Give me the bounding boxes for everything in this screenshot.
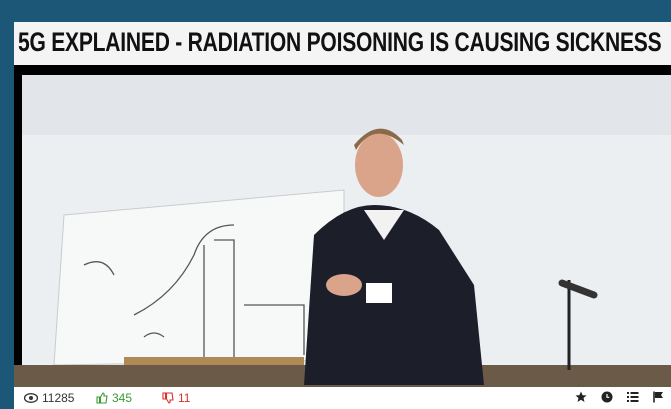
person-head (355, 133, 403, 197)
whiteboard (53, 189, 345, 366)
person-hand (326, 274, 362, 296)
views-count: 11285 (42, 391, 75, 405)
favorite-button[interactable] (575, 391, 587, 403)
playlist-button[interactable] (627, 391, 639, 403)
person-body (304, 205, 484, 385)
video-title: 5G EXPLAINED - RADIATION POISONING IS CA… (18, 27, 662, 57)
thumbs-up-icon (96, 392, 108, 404)
video-player[interactable] (14, 65, 671, 387)
person-shirt (364, 210, 404, 240)
likes-count: 345 (112, 391, 133, 405)
likes[interactable]: 345 (96, 391, 132, 405)
dislikes[interactable]: 11 (162, 391, 190, 405)
toolbar (575, 391, 665, 403)
stats-bar: 11285 345 11 (14, 387, 671, 409)
table (124, 357, 304, 367)
name-badge (366, 283, 392, 303)
person-hair (354, 128, 404, 150)
flag-button[interactable] (653, 391, 665, 403)
wall-top (22, 75, 671, 135)
watch-later-button[interactable] (601, 391, 613, 403)
views: 11285 (24, 391, 74, 405)
eye-icon (24, 393, 38, 403)
dislikes-count: 11 (178, 391, 191, 405)
video-panel: 5G EXPLAINED - RADIATION POISONING IS CA… (14, 22, 671, 409)
microphone (558, 279, 598, 299)
thumbs-down-icon (162, 392, 174, 404)
whiteboard-drawing (83, 224, 305, 365)
